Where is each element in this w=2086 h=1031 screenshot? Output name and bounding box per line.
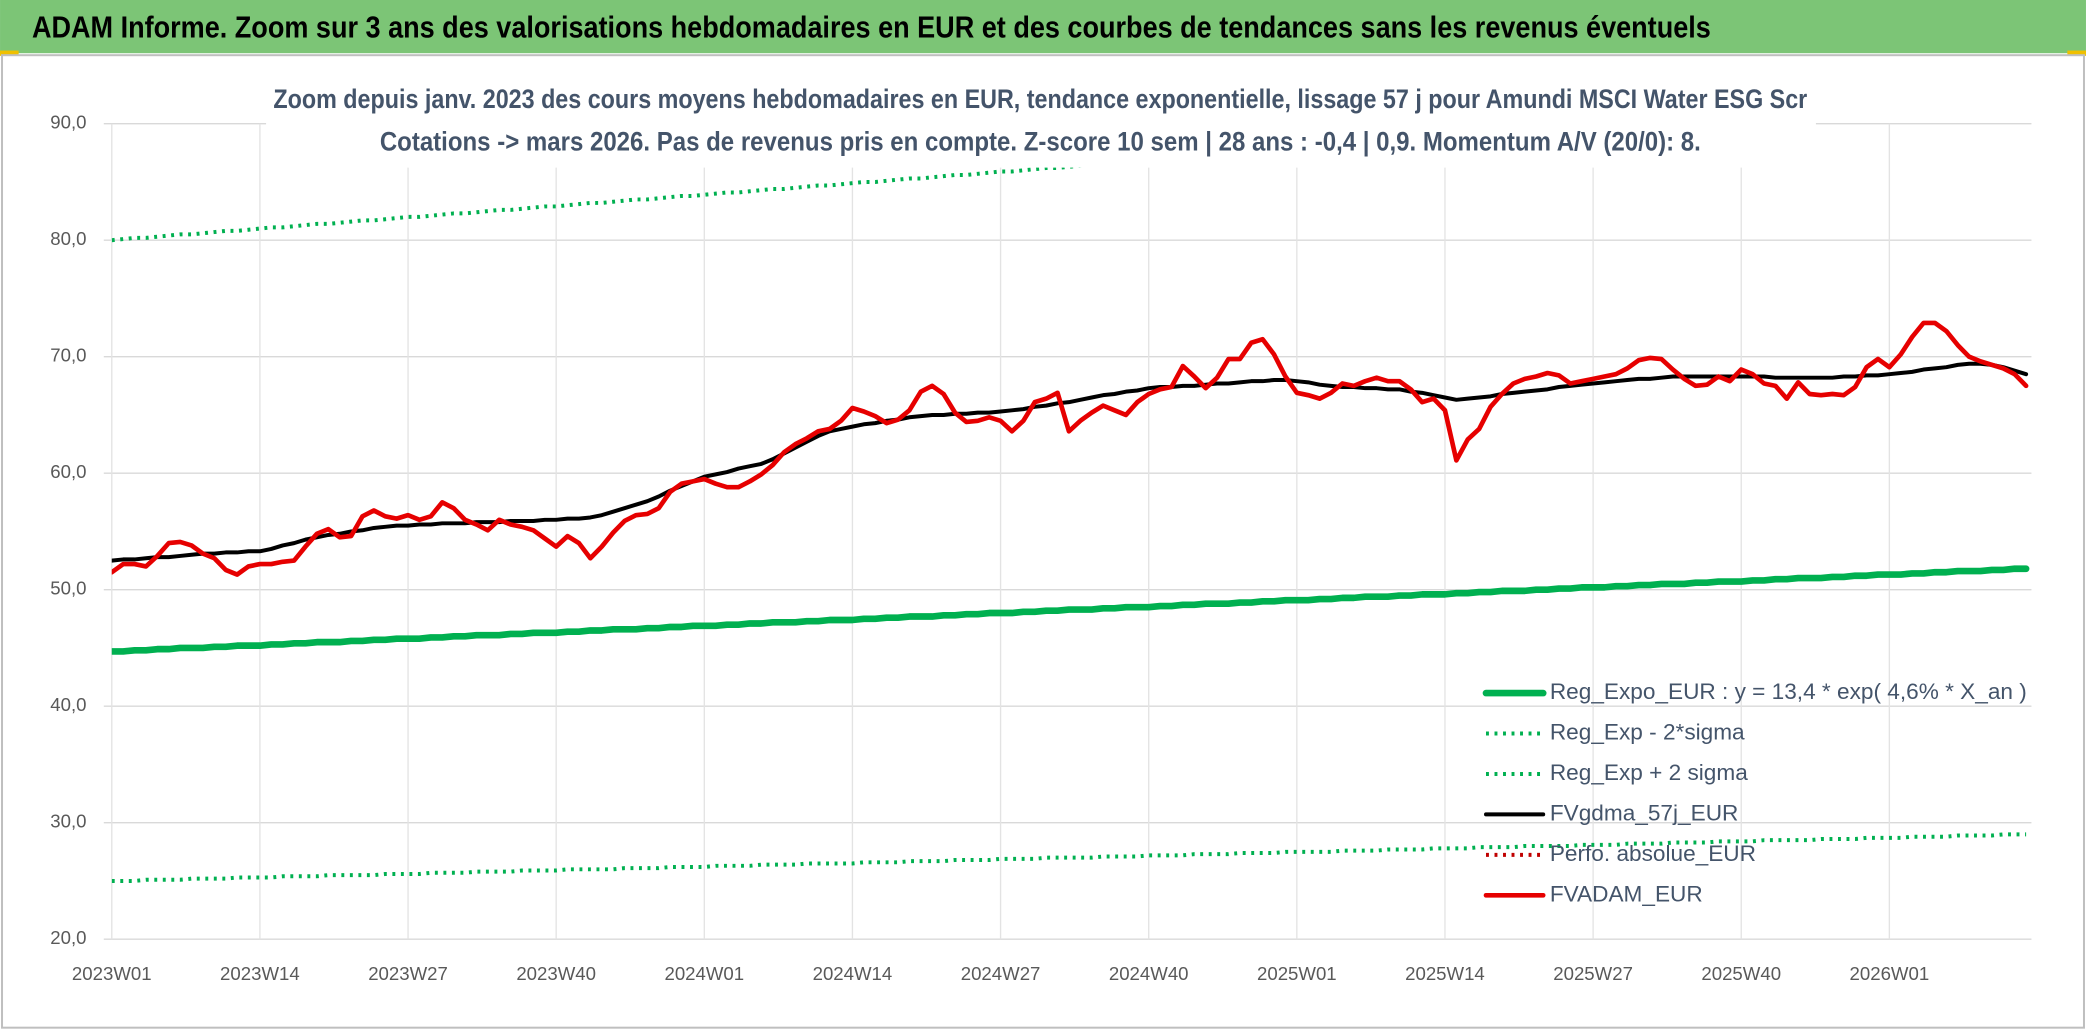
y-tick-label: 20,0 <box>50 927 86 948</box>
x-tick-label: 2025W14 <box>1405 963 1485 984</box>
banner-accent <box>2067 50 2086 56</box>
chart-subtitle: Cotations -> mars 2026. Pas de revenus p… <box>380 127 1701 157</box>
y-tick-label: 80,0 <box>50 228 86 249</box>
x-tick-label: 2025W27 <box>1553 963 1633 984</box>
x-tick-label: 2023W14 <box>220 963 300 984</box>
x-tick-label: 2026W01 <box>1850 963 1930 984</box>
banner <box>0 0 2086 54</box>
legend-label: Reg_Exp - 2*sigma <box>1550 720 1745 745</box>
x-tick-label: 2023W27 <box>368 963 448 984</box>
y-tick-label: 40,0 <box>50 694 86 715</box>
legend: Reg_Expo_EUR : y = 13,4 * exp( 4,6% * X_… <box>1482 679 2027 906</box>
chart-frame <box>1 54 2085 1029</box>
legend-label: FVADAM_EUR <box>1550 881 1703 906</box>
y-tick-label: 70,0 <box>50 345 86 366</box>
y-tick-label: 50,0 <box>50 578 86 599</box>
banner-accent <box>0 50 19 56</box>
series-line <box>111 361 2029 563</box>
chart-title: Zoom depuis janv. 2023 des cours moyens … <box>273 84 1807 114</box>
x-tick-label: 2024W27 <box>961 963 1041 984</box>
legend-label: Reg_Expo_EUR : y = 13,4 * exp( 4,6% * X_… <box>1550 679 2027 704</box>
legend-label: FVgdma_57j_EUR <box>1550 800 1739 825</box>
y-tick-label: 90,0 <box>50 112 86 133</box>
x-tick-label: 2024W40 <box>1109 963 1189 984</box>
x-tick-label: 2023W01 <box>72 963 152 984</box>
x-tick-label: 2024W14 <box>813 963 893 984</box>
page-title: ADAM Informe. Zoom sur 3 ans des valoris… <box>32 10 1711 44</box>
plot <box>111 121 2030 883</box>
y-tick-label: 30,0 <box>50 811 86 832</box>
series-line <box>111 565 2030 655</box>
x-tick-label: 2025W40 <box>1701 963 1781 984</box>
x-tick-label: 2024W01 <box>664 963 744 984</box>
x-tick-label: 2025W01 <box>1257 963 1337 984</box>
y-tick-label: 60,0 <box>50 461 86 482</box>
x-tick-label: 2023W40 <box>516 963 596 984</box>
legend-label: Perfo. absolue_EUR <box>1550 841 1756 866</box>
series-line <box>111 320 2029 577</box>
title-box <box>266 79 1816 168</box>
legend-label: Reg_Exp + 2 sigma <box>1550 760 1748 785</box>
grid: 20,0 30,0 40,0 50,0 60,0 70,0 80,0 90,0 2023W01 2… <box>50 112 2032 984</box>
